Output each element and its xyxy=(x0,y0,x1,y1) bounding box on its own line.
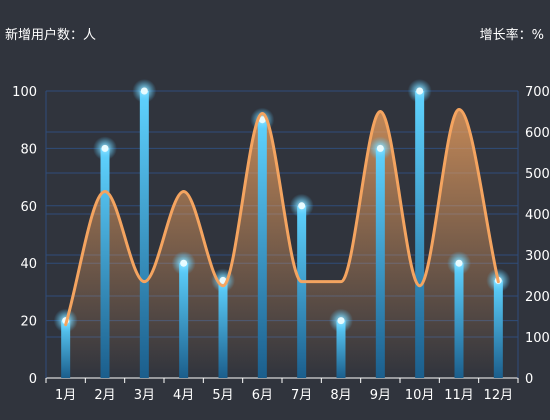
bar xyxy=(257,119,267,378)
x-tick-label: 11月 xyxy=(444,388,474,403)
bar xyxy=(336,320,346,378)
bar-cap-dot xyxy=(298,202,306,210)
x-tick-label: 10月 xyxy=(405,388,435,403)
bar xyxy=(139,91,149,378)
x-tick-label: 2月 xyxy=(94,388,115,403)
x-tick-label: 9月 xyxy=(370,388,391,403)
bar xyxy=(61,320,71,378)
x-tick-label: 7月 xyxy=(291,388,312,403)
y-left-tick-label: 0 xyxy=(29,372,37,387)
y-left-tick-label: 100 xyxy=(12,85,37,100)
growth-rate-area-fill xyxy=(65,109,499,378)
bar xyxy=(454,263,464,378)
bar-cap-dot xyxy=(180,259,188,267)
right-axis-unit-label: 增长率：% xyxy=(480,27,544,43)
growth-rate-line-path xyxy=(64,107,500,327)
growth-rate-area xyxy=(65,109,499,378)
y-right-tick-label: 300 xyxy=(525,249,550,264)
x-tick-label: 4月 xyxy=(173,388,194,403)
bar-cap-dot xyxy=(337,317,345,325)
x-tick-label: 6月 xyxy=(252,388,273,403)
y-right-tick-label: 200 xyxy=(525,290,550,305)
y-left-tick-label: 60 xyxy=(20,200,37,215)
bar xyxy=(179,263,189,378)
bar xyxy=(218,280,228,378)
y-right-tick-label: 100 xyxy=(525,331,550,346)
x-tick-label: 12月 xyxy=(484,388,514,403)
bar-cap-dot xyxy=(455,259,463,267)
bar xyxy=(297,205,307,378)
growth-rate-line xyxy=(64,107,500,327)
bar xyxy=(415,91,425,378)
y-right-tick-label: 500 xyxy=(525,167,550,182)
bars xyxy=(53,79,511,378)
bar-cap-dot xyxy=(258,116,266,124)
y-left-tick-label: 20 xyxy=(20,315,37,330)
bar-cap-dot xyxy=(140,87,148,95)
y-left-tick-label: 40 xyxy=(20,257,37,272)
y-left-tick-label: 80 xyxy=(20,142,37,157)
bar-cap-dot xyxy=(416,87,424,95)
y-right-tick-label: 0 xyxy=(525,372,533,387)
x-tick-label: 1月 xyxy=(55,388,76,403)
x-tick-label: 8月 xyxy=(330,388,351,403)
left-axis-unit-label: 新增用户数：人 xyxy=(5,27,96,43)
bar xyxy=(375,148,385,378)
bar xyxy=(493,280,503,378)
x-tick-label: 5月 xyxy=(212,388,233,403)
x-tick-label: 3月 xyxy=(134,388,155,403)
y-right-tick-label: 600 xyxy=(525,126,550,141)
bar-cap-dot xyxy=(376,144,384,152)
bar xyxy=(100,148,110,378)
y-right-tick-label: 700 xyxy=(525,85,550,100)
bar-cap-dot xyxy=(219,276,227,284)
bar-cap-dot xyxy=(101,144,109,152)
y-right-tick-label: 400 xyxy=(525,208,550,223)
